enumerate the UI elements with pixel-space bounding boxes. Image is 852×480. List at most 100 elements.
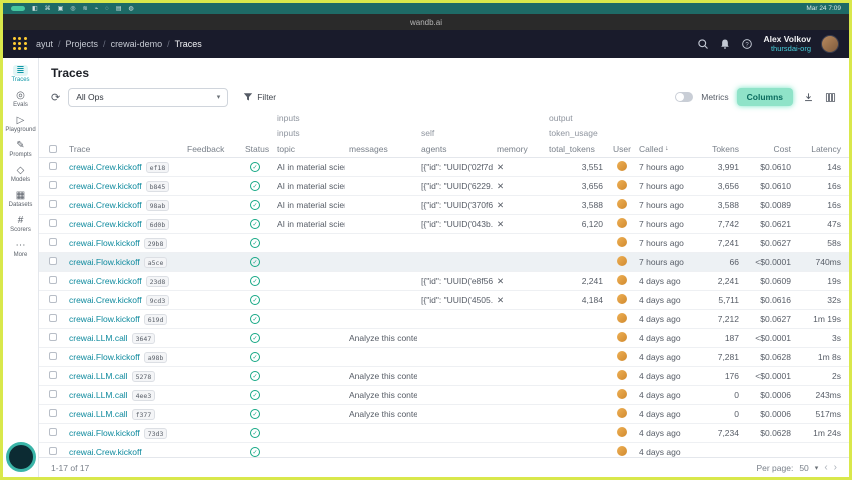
row-checkbox[interactable] — [49, 295, 57, 303]
sidebar-item-prompts[interactable]: ✎ Prompts — [3, 140, 38, 158]
ops-filter-select[interactable]: All Ops ▾ — [68, 87, 229, 107]
col-header-messages[interactable]: messages — [349, 143, 388, 154]
select-all-checkbox[interactable] — [49, 144, 57, 153]
table-row[interactable]: crewai.Flow.kickoff 619d 4 days ago 7,21… — [39, 310, 849, 329]
latency-cell: 1m 24s — [813, 428, 841, 438]
row-checkbox[interactable] — [49, 352, 57, 360]
trace-link[interactable]: crewai.Flow.kickoff — [69, 314, 140, 324]
sidebar-item-models[interactable]: ◇ Models — [3, 165, 38, 183]
export-icon[interactable] — [801, 90, 815, 104]
trace-link[interactable]: crewai.Crew.kickoff — [69, 447, 142, 457]
table-row[interactable]: crewai.LLM.call f377 Analyze this conten… — [39, 405, 849, 424]
metrics-toggle[interactable] — [675, 92, 694, 102]
row-checkbox[interactable] — [49, 447, 57, 455]
table-row[interactable]: crewai.Flow.kickoff a5ce 7 hours ago 66 … — [39, 253, 849, 272]
row-checkbox[interactable] — [49, 181, 57, 189]
help-icon[interactable]: ? — [741, 38, 753, 50]
prev-page-button[interactable]: ‹ — [824, 462, 828, 473]
col-header-agents[interactable]: agents — [421, 143, 447, 154]
trace-link[interactable]: crewai.Crew.kickoff — [69, 295, 142, 305]
trace-link[interactable]: crewai.Flow.kickoff — [69, 352, 140, 362]
row-checkbox[interactable] — [49, 276, 57, 284]
col-header-latency[interactable]: Latency — [811, 143, 841, 154]
breadcrumb-project[interactable]: crewai-demo — [110, 39, 163, 49]
trace-link[interactable]: crewai.Crew.kickoff — [69, 276, 142, 286]
table-row[interactable]: crewai.Crew.kickoff 98ab AI in material … — [39, 196, 849, 215]
group-label-token-usage: token_usage — [549, 127, 598, 138]
row-user-avatar — [617, 389, 627, 399]
table-row[interactable]: crewai.Crew.kickoff 6d0b AI in material … — [39, 215, 849, 234]
row-checkbox[interactable] — [49, 257, 57, 265]
manage-columns-icon[interactable] — [823, 90, 837, 104]
row-user-avatar — [617, 161, 627, 171]
table-row[interactable]: crewai.Crew.kickoff b845 AI in material … — [39, 177, 849, 196]
metrics-label: Metrics — [701, 92, 729, 102]
topic-cell: AI in material science — [277, 200, 345, 210]
trace-link[interactable]: crewai.Flow.kickoff — [69, 238, 140, 248]
row-checkbox[interactable] — [49, 200, 57, 208]
breadcrumb-projects[interactable]: Projects — [65, 39, 99, 49]
sidebar-item-more[interactable]: ⋯ More — [3, 240, 38, 258]
refresh-icon[interactable]: ⟳ — [51, 91, 61, 104]
sidebar-item-traces[interactable]: ≣ Traces — [3, 65, 38, 83]
row-checkbox[interactable] — [49, 219, 57, 227]
col-header-trace[interactable]: Trace — [69, 143, 91, 154]
search-icon[interactable] — [697, 38, 709, 50]
col-header-status[interactable]: Status — [245, 143, 270, 154]
trace-link[interactable]: crewai.LLM.call — [69, 390, 128, 400]
row-checkbox[interactable] — [49, 428, 57, 436]
table-row[interactable]: crewai.Flow.kickoff 29b8 7 hours ago 7,2… — [39, 234, 849, 253]
col-header-total-tokens[interactable]: total_tokens — [549, 143, 595, 154]
table-row[interactable]: crewai.Crew.kickoff 23d8 [{"id": "UUID('… — [39, 272, 849, 291]
trace-link[interactable]: crewai.LLM.call — [69, 409, 128, 419]
sidebar-item-datasets[interactable]: ▦ Datasets — [3, 190, 38, 208]
trace-link[interactable]: crewai.Crew.kickoff — [69, 219, 142, 229]
row-checkbox[interactable] — [49, 314, 57, 322]
row-checkbox[interactable] — [49, 162, 57, 170]
filter-button[interactable]: Filter — [236, 88, 283, 107]
sidebar-item-scorers[interactable]: # Scorers — [3, 215, 38, 233]
col-header-cost[interactable]: Cost — [773, 143, 791, 154]
trace-link[interactable]: crewai.Crew.kickoff — [69, 181, 142, 191]
trace-link[interactable]: crewai.Flow.kickoff — [69, 257, 140, 267]
trace-link[interactable]: crewai.LLM.call — [69, 333, 128, 343]
row-checkbox[interactable] — [49, 409, 57, 417]
row-checkbox[interactable] — [49, 371, 57, 379]
table-row[interactable]: crewai.Crew.kickoff 4 days ago — [39, 443, 849, 457]
col-header-tokens[interactable]: Tokens — [712, 143, 739, 154]
wandb-logo-icon[interactable] — [13, 36, 28, 52]
col-header-feedback[interactable]: Feedback — [187, 143, 225, 154]
row-checkbox[interactable] — [49, 333, 57, 341]
user-block[interactable]: Alex Volkov thursdai-org — [763, 34, 811, 53]
col-header-topic[interactable]: topic — [277, 143, 295, 154]
table-row[interactable]: crewai.Flow.kickoff 73d3 4 days ago 7,23… — [39, 424, 849, 443]
trace-link[interactable]: crewai.Crew.kickoff — [69, 200, 142, 210]
page-title: Traces — [51, 66, 90, 80]
breadcrumb-team[interactable]: ayut — [36, 39, 54, 49]
trace-link[interactable]: crewai.Crew.kickoff — [69, 162, 142, 172]
bell-icon[interactable] — [719, 38, 731, 50]
col-header-user[interactable]: User — [613, 143, 631, 154]
menubar-status-icon: ⌘ — [44, 5, 51, 12]
per-page-value[interactable]: 50 — [799, 462, 809, 473]
row-checkbox[interactable] — [49, 238, 57, 246]
breadcrumb-current[interactable]: Traces — [174, 39, 202, 49]
table-row[interactable]: crewai.Crew.kickoff ef18 AI in material … — [39, 158, 849, 177]
user-cell — [609, 313, 635, 325]
table-row[interactable]: crewai.Crew.kickoff 9cd3 [{"id": "UUID('… — [39, 291, 849, 310]
table-row[interactable]: crewai.LLM.call 3647 Analyze this conten… — [39, 329, 849, 348]
sidebar-item-playground[interactable]: ▷ Playground — [3, 115, 38, 133]
sidebar-item-evals[interactable]: ◎ Evals — [3, 90, 38, 108]
col-header-memory[interactable]: memory — [497, 143, 528, 154]
columns-button[interactable]: Columns — [736, 88, 793, 106]
col-header-called[interactable]: Called ↓ — [639, 143, 669, 154]
chevron-down-icon[interactable]: ▾ — [814, 464, 819, 472]
user-avatar[interactable] — [821, 34, 839, 53]
table-row[interactable]: crewai.LLM.call 4ee3 Analyze this conten… — [39, 386, 849, 405]
trace-link[interactable]: crewai.Flow.kickoff — [69, 428, 140, 438]
row-checkbox[interactable] — [49, 390, 57, 398]
next-page-button[interactable]: › — [833, 462, 837, 473]
table-row[interactable]: crewai.Flow.kickoff a98b 4 days ago 7,28… — [39, 348, 849, 367]
table-row[interactable]: crewai.LLM.call 5278 Analyze this conten… — [39, 367, 849, 386]
trace-link[interactable]: crewai.LLM.call — [69, 371, 128, 381]
